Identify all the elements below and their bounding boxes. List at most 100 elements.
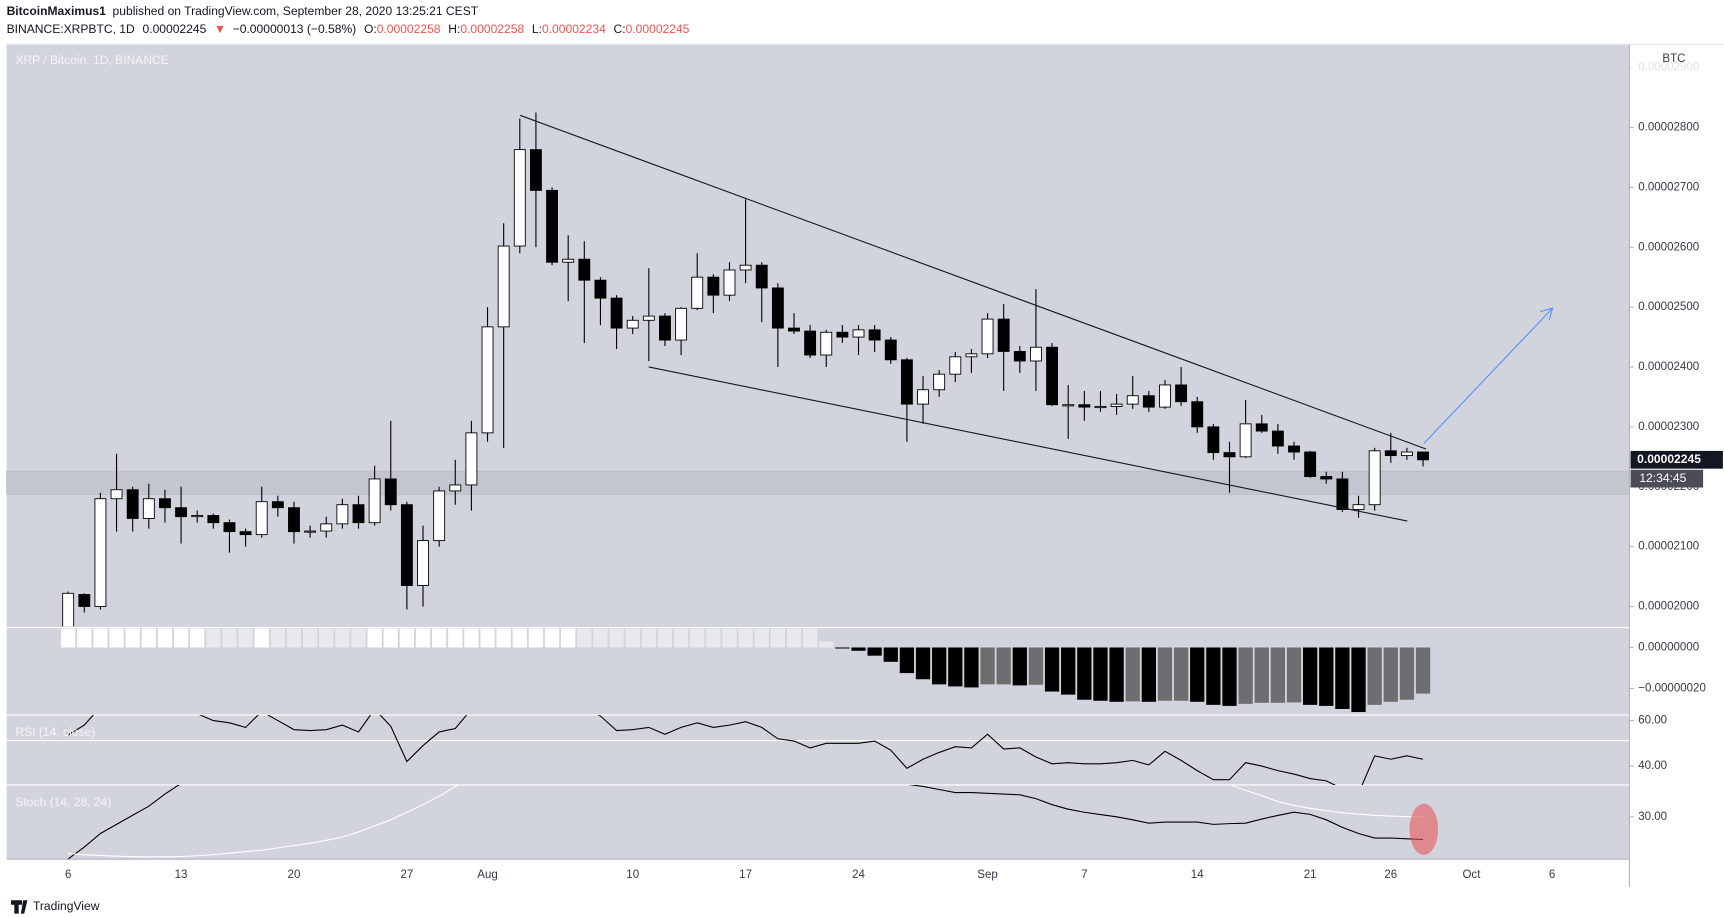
histogram-bar: [802, 628, 818, 648]
histogram-bar: [1125, 647, 1140, 702]
histogram-bar: [157, 628, 173, 648]
histogram-bar: [738, 628, 753, 648]
candle-body: [417, 540, 429, 586]
histogram-bar: [222, 628, 237, 648]
histogram-bar: [254, 628, 269, 648]
candle-body: [804, 330, 817, 356]
candle-body: [659, 315, 671, 341]
histogram-bar: [867, 647, 882, 656]
highlight-ellipse: [1409, 803, 1439, 855]
y-tick-label: 30.00: [1638, 811, 1667, 823]
indicator-line: [68, 784, 1424, 858]
countdown-label: 12:34:45: [1639, 471, 1686, 485]
candle-body: [965, 353, 978, 358]
support-zone: [6, 470, 1630, 495]
candle-body: [288, 507, 300, 533]
histogram-bar: [1141, 647, 1156, 702]
pane: [67, 715, 1424, 785]
candle-body: [1078, 404, 1091, 408]
plot-background: [6, 44, 1630, 860]
histogram-bar: [238, 628, 253, 648]
candle-body: [400, 504, 413, 586]
candle-body: [1288, 445, 1300, 453]
indicator-line: [67, 715, 1424, 785]
candle-body: [739, 264, 752, 271]
histogram-bar: [206, 628, 221, 648]
x-tick-label: 26: [1384, 869, 1397, 881]
y-tick-label: 40.00: [1638, 760, 1667, 772]
x-tick-label: 24: [852, 869, 865, 881]
logo: [10, 900, 28, 914]
histogram-bar: [286, 628, 302, 648]
x-tick-label: 27: [400, 869, 413, 881]
histogram-bar: [706, 628, 721, 648]
candle-body: [1094, 406, 1107, 409]
low-label: L:: [532, 22, 542, 36]
candle-body: [78, 594, 91, 607]
histogram-bar: [561, 628, 576, 648]
candle-body: [1304, 451, 1317, 477]
drawings: [519, 114, 1554, 855]
histogram-bar: [415, 628, 431, 648]
axis-labels: 0.000020000.000021000.000022000.00002300…: [65, 48, 1724, 881]
y-tick-label: 0.00000000: [1638, 642, 1699, 654]
low-value: 0.00002234: [542, 22, 606, 36]
histogram-bar: [1028, 647, 1044, 685]
histogram-bar: [609, 628, 624, 648]
candle-body: [159, 498, 171, 509]
candle-body: [207, 515, 220, 524]
histogram-bar: [1190, 647, 1205, 702]
candle-body: [771, 287, 784, 329]
y-tick-label: 0.00002500: [1638, 301, 1699, 313]
histogram-bar: [1077, 647, 1092, 700]
y-tick-label: 0.00002400: [1638, 361, 1699, 373]
candle-body: [1030, 346, 1042, 362]
close-value: 0.00002245: [626, 22, 690, 36]
pane: [62, 112, 1429, 627]
histogram-bar: [383, 628, 398, 648]
candle-body: [949, 356, 962, 375]
histogram-bar: [1399, 647, 1415, 700]
histogram-bar: [528, 628, 544, 648]
x-tick-label: 6: [65, 869, 71, 881]
lower-trendline: [648, 366, 1408, 522]
histogram-bar: [722, 628, 737, 648]
histogram-bar: [512, 628, 527, 648]
pane-title: Stoch (14, 28, 24): [15, 795, 111, 809]
histogram-bar: [851, 647, 866, 651]
pane: [61, 628, 1431, 713]
y-tick-label: 60.00: [1638, 715, 1667, 727]
candle-body: [481, 326, 494, 434]
candle-body: [610, 297, 623, 329]
symbol-line: BINANCE:XRPBTC, 1D 0.00002245 ▼ −0.00000…: [7, 22, 690, 36]
candle-body: [562, 258, 575, 263]
histogram-bar: [1254, 647, 1269, 703]
candle-body: [223, 522, 236, 533]
candle-body: [1320, 476, 1333, 480]
histogram-bar: [141, 628, 156, 648]
histogram-bar: [577, 628, 592, 648]
candle-body: [1384, 450, 1397, 457]
last-price-box: [1630, 450, 1723, 469]
histogram-bar: [899, 647, 915, 674]
candle-body: [642, 315, 655, 321]
candle-body: [1223, 452, 1236, 458]
publish-line: BitcoinMaximus1 published on TradingView…: [7, 4, 479, 18]
y-tick-label: 0.00002000: [1638, 601, 1699, 613]
histogram-bar: [448, 628, 463, 648]
histogram-bar: [1109, 647, 1124, 702]
candle-body: [788, 327, 800, 332]
histogram-bar: [754, 628, 769, 648]
close-label: C:: [614, 22, 626, 36]
candle-body: [578, 258, 591, 281]
x-tick-label: 7: [1081, 869, 1087, 881]
histogram-bar: [61, 628, 76, 648]
candle-body: [723, 269, 736, 296]
candle-body: [1368, 450, 1381, 506]
histogram-bar: [93, 628, 108, 648]
y-tick-label: −0.00000020: [1638, 683, 1706, 695]
brand: TradingView: [33, 899, 100, 913]
histogram-bar: [1270, 647, 1286, 703]
candle-body: [368, 478, 381, 524]
candle-body: [546, 189, 558, 263]
